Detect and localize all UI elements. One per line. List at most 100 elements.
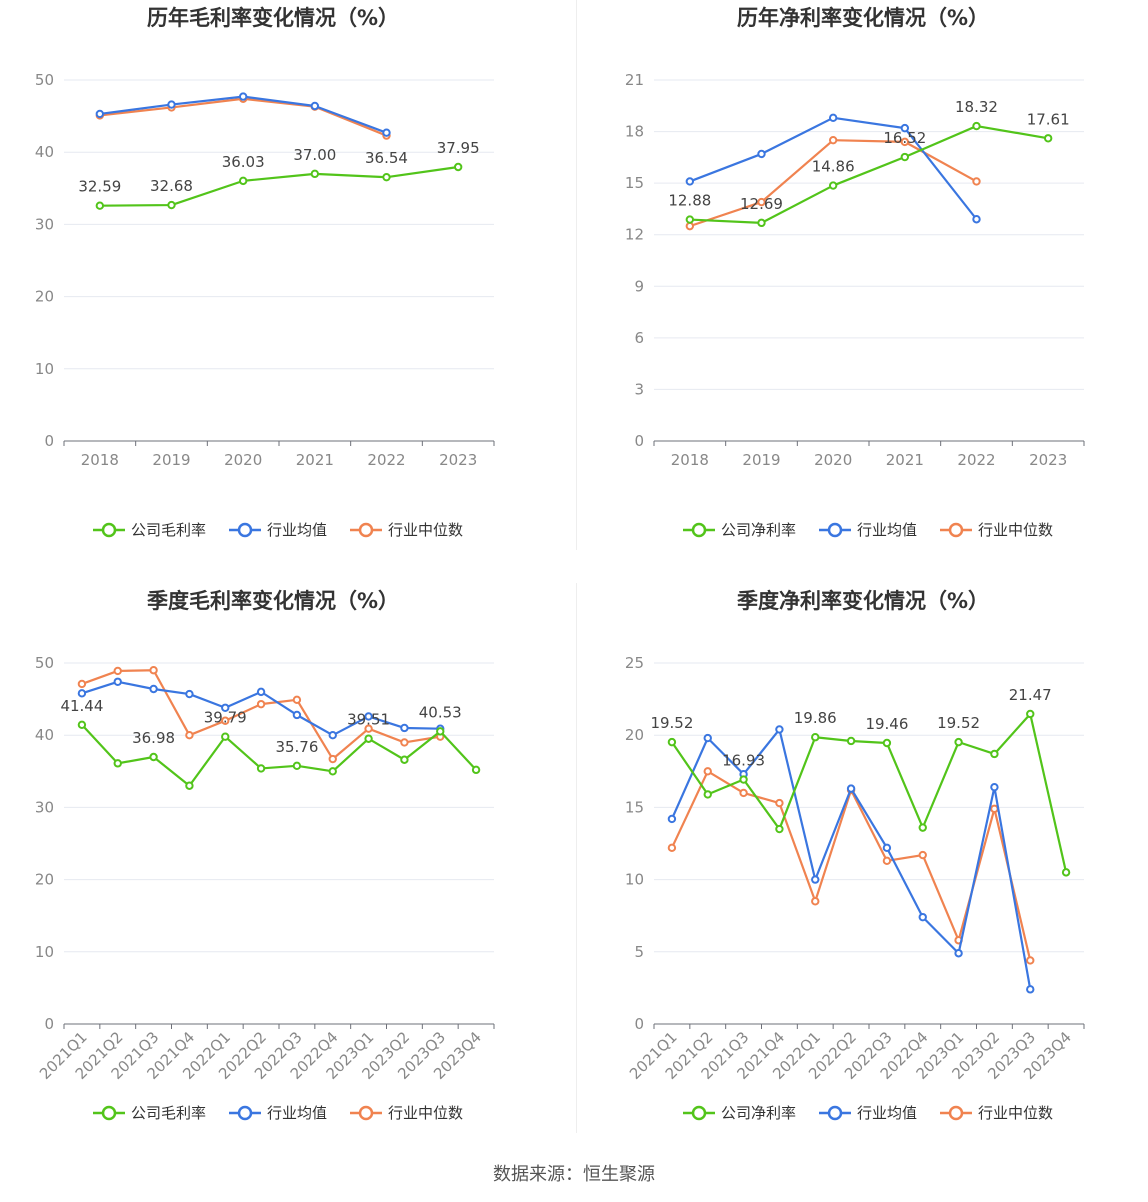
data-point-median — [972, 177, 981, 186]
data-point-avg — [775, 725, 784, 734]
data-point-company — [972, 121, 981, 131]
y-tick-label: 40 — [35, 143, 54, 161]
y-tick-label: 20 — [35, 871, 54, 889]
data-point-avg — [918, 912, 927, 922]
data-point-median — [990, 804, 999, 814]
data-point-median — [328, 754, 337, 764]
data-point-avg — [882, 843, 892, 853]
data-point-company — [1043, 134, 1053, 143]
y-tick-label: 20 — [35, 288, 54, 306]
data-label: 12.88 — [668, 192, 711, 210]
data-label: 36.03 — [222, 153, 265, 171]
y-tick-label: 21 — [625, 71, 644, 89]
data-point-company — [471, 765, 481, 775]
data-point-company — [775, 824, 784, 834]
data-point-median — [185, 731, 194, 740]
legend-label: 公司净利率 — [721, 1104, 796, 1122]
legend-item-median: 行业中位数 — [350, 521, 463, 539]
chart-svg: 历年净利率变化情况（%） 0 3 6 9 12 15 18 21 2018 2019 2020 2021… — [625, 6, 1085, 539]
data-label: 36.98 — [132, 729, 175, 747]
data-point-median — [364, 724, 373, 733]
data-label: 37.00 — [293, 146, 336, 164]
legend-item-avg: 行业均值 — [819, 1104, 917, 1122]
y-tick-label: 10 — [35, 360, 54, 378]
y-tick-label: 5 — [634, 943, 644, 961]
x-tick-label: 2018 — [81, 451, 119, 469]
legend-marker — [691, 522, 707, 538]
data-label: 19.86 — [794, 709, 837, 727]
legend-item-avg: 行业均值 — [229, 521, 327, 539]
legend-item-company: 公司净利率 — [683, 1104, 796, 1122]
x-tick-label: 2022 — [957, 451, 995, 469]
data-point-company — [185, 781, 194, 790]
legend-marker — [948, 1105, 964, 1121]
data-point-company — [667, 737, 677, 747]
data-point-avg — [238, 92, 248, 101]
y-tick-label: 15 — [625, 174, 644, 192]
data-point-median — [149, 666, 158, 675]
y-tick-label: 3 — [634, 380, 644, 398]
legend-label: 公司毛利率 — [131, 521, 206, 539]
data-point-median — [757, 197, 766, 207]
x-tick-label: 2022 — [367, 451, 405, 469]
data-point-company — [149, 752, 158, 762]
data-point-company — [685, 215, 695, 224]
data-point-avg — [828, 113, 838, 123]
chart-svg: 季度净利率变化情况（%）05101520252021Q12021Q22021Q3… — [625, 589, 1085, 1122]
quarterly-gross-margin-chart: 季度毛利率变化情况（%） 0 10 20 30 40 50 2021Q1 2021Q2 2021Q… — [0, 583, 574, 1163]
data-point-median — [828, 135, 838, 145]
data-point-avg — [95, 109, 105, 119]
data-point-median — [292, 695, 302, 705]
data-point-median — [900, 137, 910, 147]
data-point-company — [882, 738, 892, 748]
legend-label: 行业均值 — [857, 1104, 917, 1122]
data-label: 19.52 — [937, 714, 980, 732]
y-tick-label: 40 — [35, 726, 54, 744]
data-point-avg — [685, 177, 695, 186]
data-point-company — [364, 734, 373, 743]
legend-label: 行业中位数 — [978, 521, 1053, 539]
x-tick-label: 2023 — [1029, 451, 1067, 469]
data-point-company — [256, 764, 266, 773]
legend-label: 行业均值 — [267, 1104, 327, 1122]
legend-label: 公司毛利率 — [131, 1104, 206, 1122]
data-point-median — [882, 856, 892, 866]
data-label: 12.69 — [740, 195, 783, 213]
y-tick-label: 25 — [625, 654, 644, 672]
chart-svg: 季度毛利率变化情况（%）010203040502021Q12021Q22021Q… — [35, 589, 495, 1122]
data-point-median — [667, 843, 677, 853]
data-point-avg — [846, 784, 856, 793]
legend-label: 行业均值 — [857, 521, 917, 539]
data-label: 21.47 — [1009, 686, 1052, 704]
legend-marker — [101, 1105, 117, 1121]
annual-net-margin-chart: 历年净利率变化情况（%） 0 3 6 9 12 15 18 21 2018 2019 2020 2021… — [590, 0, 1148, 580]
data-point-avg — [310, 101, 320, 111]
data-label: 40.53 — [419, 703, 462, 721]
data-point-company — [400, 755, 409, 764]
y-tick-label: 12 — [625, 226, 644, 244]
data-label: 37.95 — [437, 139, 480, 157]
data-label: 16.52 — [883, 129, 926, 147]
data-label: 19.52 — [650, 714, 693, 732]
data-point-avg — [113, 677, 122, 686]
data-point-avg — [149, 684, 158, 694]
legend-marker — [101, 522, 117, 538]
x-tick-label: 2018 — [671, 451, 709, 469]
data-label: 35.76 — [275, 738, 318, 756]
data-point-median — [685, 221, 695, 231]
x-tick-label: 2020 — [814, 451, 852, 469]
legend-item-company: 公司毛利率 — [93, 1104, 206, 1122]
y-tick-label: 10 — [35, 943, 54, 961]
data-point-avg — [364, 712, 373, 721]
data-label: 19.46 — [865, 715, 908, 733]
data-point-median — [811, 897, 820, 906]
legend-label: 行业中位数 — [388, 521, 463, 539]
legend-marker — [948, 522, 964, 538]
data-point-median — [918, 850, 927, 860]
y-tick-label: 9 — [634, 277, 644, 295]
annual-gross-margin-chart: 历年毛利率变化情况（%） 0 10 20 30 40 50 2018 2019 2020 2021 2… — [0, 0, 574, 580]
data-point-company — [900, 152, 910, 162]
y-tick-label: 18 — [625, 123, 644, 141]
data-label: 16.93 — [722, 752, 765, 770]
data-point-avg — [328, 731, 337, 740]
